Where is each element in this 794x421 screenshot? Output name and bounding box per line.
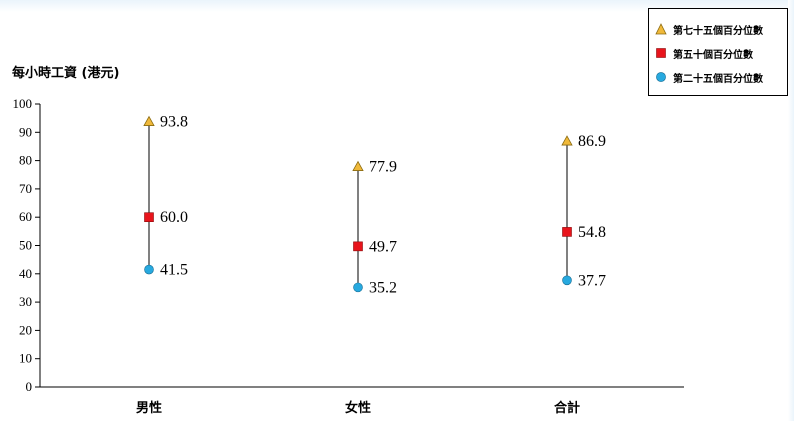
legend: 第七十五個百分位數 第五十個百分位數 第二十五個百分位數 — [648, 8, 788, 96]
y-tick-label: 0 — [26, 379, 33, 394]
p75-marker — [143, 115, 155, 126]
data-value-label: 77.9 — [369, 159, 397, 176]
p25-marker — [144, 264, 154, 275]
p50-marker — [144, 212, 154, 222]
top-gradient-strip — [0, 0, 794, 12]
p25-marker — [353, 282, 363, 293]
data-value-label: 35.2 — [369, 279, 397, 296]
y-tick-label: 20 — [19, 322, 32, 337]
legend-item-p50: 第五十個百分位數 — [655, 45, 753, 61]
data-value-label: 93.8 — [160, 114, 188, 131]
x-category-label: 男性 — [136, 400, 162, 416]
y-tick-label: 90 — [19, 124, 32, 139]
triangle-marker-icon — [655, 23, 667, 35]
circle-marker-icon — [656, 72, 666, 82]
p50-marker — [353, 241, 363, 252]
x-category-label: 合計 — [554, 400, 580, 416]
y-tick-label: 70 — [19, 181, 32, 196]
y-tick-label: 100 — [13, 96, 33, 111]
data-value-label: 41.5 — [160, 262, 188, 279]
data-value-label: 37.7 — [578, 272, 606, 289]
p75-marker — [352, 160, 364, 171]
legend-label-p50: 第五十個百分位數 — [673, 49, 753, 61]
right-gradient-strip — [788, 0, 794, 421]
legend-label-p25: 第二十五個百分位數 — [673, 73, 763, 85]
y-tick-label: 30 — [19, 294, 32, 309]
data-value-label: 54.8 — [578, 224, 606, 241]
legend-label-p75: 第七十五個百分位數 — [673, 25, 763, 37]
square-marker-icon — [656, 48, 666, 58]
y-tick-label: 10 — [19, 351, 32, 366]
x-category-label: 女性 — [345, 400, 371, 416]
p50-marker — [562, 227, 572, 237]
data-value-label: 49.7 — [369, 238, 397, 255]
p75-marker — [561, 135, 573, 146]
data-value-label: 60.0 — [160, 209, 188, 226]
y-tick-label: 50 — [19, 238, 32, 253]
legend-item-p75: 第七十五個百分位數 — [655, 21, 763, 37]
y-axis-title: 每小時工資 (港元) — [12, 66, 120, 81]
legend-item-p25: 第二十五個百分位數 — [655, 69, 763, 85]
y-tick-label: 40 — [19, 266, 32, 281]
y-tick-label: 80 — [19, 153, 32, 168]
y-tick-label: 60 — [19, 209, 32, 224]
p25-marker — [562, 275, 572, 286]
data-value-label: 86.9 — [578, 133, 606, 150]
